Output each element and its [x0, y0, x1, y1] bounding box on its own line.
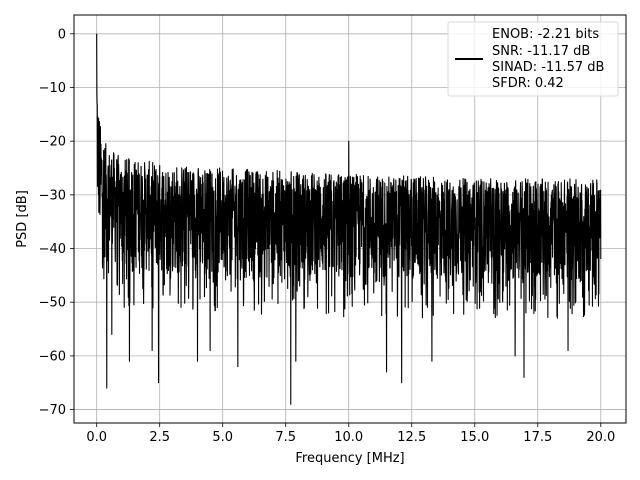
- x-axis-ticks: 0.0 2.5 5.0 7.5 10.0 12.5 15.0 17.5 20.0: [86, 423, 615, 445]
- y-tick-label: −30: [39, 188, 66, 203]
- legend-text-sinad: SINAD: -11.57 dB: [492, 60, 604, 75]
- x-tick-label: 7.5: [275, 430, 296, 445]
- y-tick-label: −20: [39, 135, 66, 150]
- x-tick-label: 15.0: [460, 430, 489, 445]
- y-tick-label: −50: [39, 296, 66, 311]
- legend-box: [447, 21, 619, 97]
- x-tick-label: 20.0: [586, 430, 615, 445]
- legend-text-sfdr: SFDR: 0.42: [492, 76, 564, 91]
- legend-text-enob: ENOB: -2.21 bits: [492, 27, 599, 42]
- axes-frame: [73, 14, 627, 424]
- y-tick-label: −60: [39, 349, 66, 364]
- x-tick-label: 17.5: [523, 430, 552, 445]
- legend-text-snr: SNR: -11.17 dB: [492, 44, 590, 59]
- y-tick-label: −40: [39, 242, 66, 257]
- x-tick-label: 0.0: [86, 430, 107, 445]
- x-tick-label: 5.0: [212, 430, 233, 445]
- legend: ENOB: -2.21 bits SNR: -11.17 dB SINAD: -…: [447, 21, 619, 97]
- y-axis-label: PSD [dB]: [15, 190, 30, 248]
- y-tick-label: −70: [39, 403, 66, 418]
- series-layer: [96, 33, 602, 405]
- y-axis-ticks: 0 −10 −20 −30 −40 −50 −60 −70: [39, 27, 74, 418]
- y-tick-label: 0: [58, 27, 66, 42]
- y-tick-label: −10: [39, 81, 66, 96]
- psd-series-line: [96, 33, 602, 405]
- x-axis-label: Frequency [MHz]: [295, 451, 404, 466]
- x-tick-label: 10.0: [334, 430, 363, 445]
- x-tick-label: 12.5: [397, 430, 426, 445]
- x-tick-label: 2.5: [149, 430, 170, 445]
